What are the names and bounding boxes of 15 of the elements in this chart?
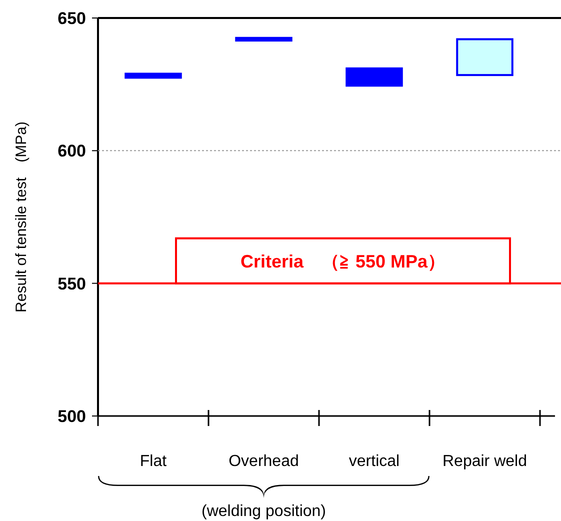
bar	[456, 38, 514, 76]
y-tick-label: 500	[58, 406, 86, 426]
x-tick-label: Repair weld	[442, 453, 527, 470]
y-tick-label: 650	[58, 8, 86, 28]
text: (welding position)	[201, 503, 326, 520]
x-tick-label: vertical	[348, 453, 400, 470]
ref-line-label: Criteria （≧ 550 MPa）	[240, 252, 446, 272]
y-tick-label: 600	[58, 142, 86, 161]
bar	[346, 67, 403, 87]
y-tick-label: 550	[58, 274, 86, 294]
x-tick-label: Flat	[140, 453, 168, 470]
x-tick-label: Overhead	[228, 453, 299, 470]
bar	[235, 36, 292, 42]
y-axis-title: Result of tensile test (MPa)	[13, 122, 30, 312]
bar	[124, 72, 182, 79]
